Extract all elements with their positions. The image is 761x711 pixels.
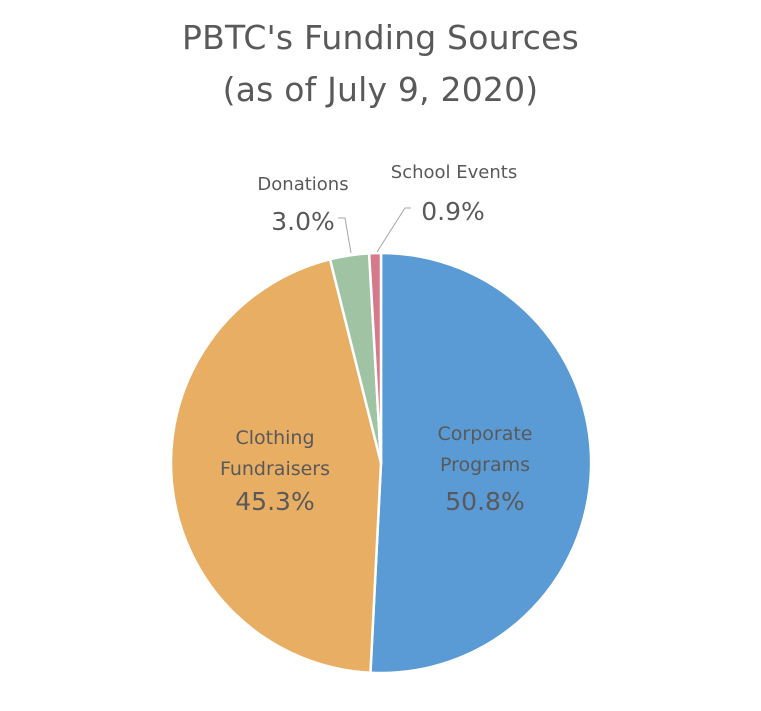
slice-name-label-2-0: Donations xyxy=(257,174,348,195)
slice-value-label-3: 0.9% xyxy=(421,197,485,226)
pie-slice-1 xyxy=(169,258,383,674)
slice-value-label-2: 3.0% xyxy=(271,207,335,236)
slice-name-label-1-0: Clothing xyxy=(235,427,314,449)
slice-name-label-3-0: School Events xyxy=(391,162,517,183)
chart-title-line-1: PBTC's Funding Sources xyxy=(182,18,579,57)
pie-slice-0 xyxy=(369,251,593,675)
slice-value-label-0: 50.8% xyxy=(445,487,524,516)
slice-name-label-0-1: Programs xyxy=(440,454,530,476)
slice-name-label-1-1: Fundraisers xyxy=(220,458,330,480)
slice-name-label-0-0: Corporate xyxy=(438,423,533,445)
leader-line-2 xyxy=(338,217,352,254)
leader-line-3 xyxy=(376,207,411,253)
pie-slice-3 xyxy=(367,251,383,465)
chart-title-line-2: (as of July 9, 2020) xyxy=(222,70,539,109)
slice-value-label-1: 45.3% xyxy=(235,487,314,516)
